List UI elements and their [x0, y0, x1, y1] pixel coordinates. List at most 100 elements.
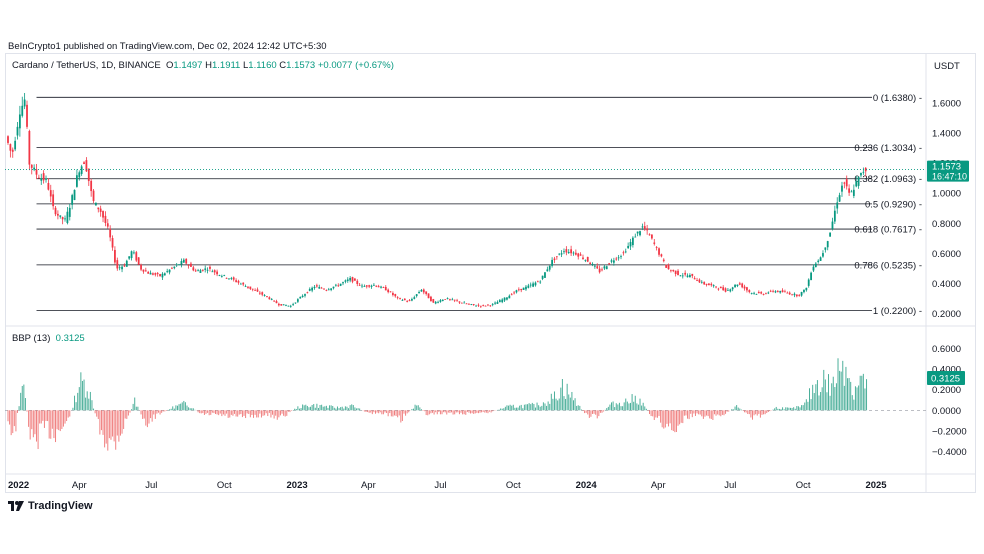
- candle-body: [275, 301, 278, 304]
- candle-body: [591, 263, 594, 265]
- candle-body: [330, 288, 333, 290]
- candle-body: [339, 283, 342, 286]
- candle-body: [380, 286, 382, 288]
- indicator-name[interactable]: BBP (13): [12, 333, 51, 344]
- high-label: H: [205, 60, 212, 71]
- candle-body: [705, 283, 708, 285]
- fib-level-label: 0 (1.6380) -: [873, 93, 922, 104]
- candle-body: [708, 283, 710, 286]
- candle-body: [634, 236, 637, 238]
- candle-body: [593, 265, 596, 267]
- candle-body: [601, 269, 603, 271]
- price-tick-label: 0.8000: [932, 219, 961, 230]
- candle-body: [506, 297, 508, 300]
- candle-body: [845, 179, 848, 187]
- candle-body: [430, 296, 432, 302]
- indicator-tick-label: −0.2000: [932, 426, 967, 437]
- candle-body: [342, 282, 344, 284]
- candle-body: [199, 270, 202, 273]
- candle-body: [589, 262, 592, 265]
- candle-body: [287, 305, 290, 307]
- candle-body: [653, 242, 656, 244]
- candle-body: [603, 266, 606, 269]
- candle-body: [460, 302, 463, 304]
- time-tick-label: Oct: [796, 480, 811, 491]
- fib-level-label: 0.786 (0.5235) -: [854, 260, 922, 271]
- candle-body: [427, 293, 430, 299]
- price-tick-label: 1.0000: [932, 189, 961, 200]
- indicator-tick-label: 0.2000: [932, 385, 961, 396]
- candle-body: [510, 294, 513, 296]
- candle-body: [864, 167, 867, 172]
- candle-body: [213, 270, 216, 273]
- candle-body: [254, 289, 257, 291]
- candle-body: [769, 290, 772, 292]
- candle-body: [453, 299, 456, 301]
- currency-label[interactable]: USDT: [934, 61, 960, 72]
- candle-body: [857, 176, 860, 186]
- candle-body: [299, 296, 302, 299]
- candle-body: [574, 252, 577, 255]
- symbol-legend: Cardano / TetherUS, 1D, BINANCE O1.1497 …: [12, 60, 394, 71]
- candle-body: [672, 269, 675, 272]
- candle-body: [475, 305, 477, 307]
- candle-body: [23, 99, 26, 107]
- candle-body: [415, 294, 418, 297]
- candle-body: [418, 292, 420, 293]
- candle-body: [501, 299, 504, 303]
- candle-body: [225, 277, 228, 279]
- candle-body: [631, 237, 634, 246]
- candle-body: [795, 294, 798, 297]
- candle-body: [779, 290, 782, 293]
- candle-body: [61, 217, 64, 220]
- candle-body: [114, 249, 116, 263]
- price-tick-label: 0.2000: [932, 309, 961, 320]
- candle-body: [648, 234, 651, 236]
- candle-body: [375, 285, 378, 287]
- time-tick-label: Jul: [724, 480, 736, 491]
- candle-body: [159, 274, 161, 277]
- candle-body: [76, 175, 78, 187]
- candle-body: [382, 287, 385, 288]
- candle-body: [458, 301, 461, 303]
- candle-body: [736, 284, 739, 287]
- candle-body: [508, 295, 511, 299]
- candle-body: [280, 304, 283, 306]
- tradingview-logo[interactable]: TradingView: [8, 500, 93, 512]
- candle-body: [116, 260, 119, 269]
- candle-body: [277, 303, 280, 306]
- candle-body: [54, 207, 57, 215]
- candle-body: [494, 302, 496, 304]
- time-tick-label: Jul: [434, 480, 446, 491]
- candle-body: [855, 181, 858, 187]
- candle-body: [104, 215, 107, 223]
- candle-body: [627, 245, 630, 249]
- candle-body: [197, 270, 199, 272]
- candle-body: [249, 286, 252, 289]
- candle-body: [251, 288, 254, 290]
- candle-body: [596, 266, 599, 269]
- candle-body: [527, 285, 530, 288]
- candle-body: [308, 289, 311, 291]
- candle-body: [555, 256, 558, 258]
- symbol-name[interactable]: Cardano / TetherUS, 1D, BINANCE: [12, 60, 161, 71]
- candle-body: [608, 263, 611, 265]
- candle-body: [282, 304, 285, 306]
- candle-body: [16, 126, 19, 136]
- candle-body: [503, 297, 506, 301]
- candle-body: [147, 271, 150, 274]
- candle-body: [650, 234, 653, 239]
- candle-body: [394, 293, 397, 297]
- candle-body: [209, 266, 211, 269]
- high-value: 1.1911: [211, 60, 241, 71]
- candle-body: [441, 299, 444, 301]
- candle-body: [337, 285, 340, 287]
- candle-body: [351, 277, 354, 282]
- candle-body: [558, 253, 561, 255]
- open-value: 1.1497: [173, 60, 203, 71]
- candle-body: [800, 292, 803, 296]
- candle-body: [377, 286, 380, 288]
- candle-body: [434, 301, 437, 304]
- candle-body: [14, 140, 17, 150]
